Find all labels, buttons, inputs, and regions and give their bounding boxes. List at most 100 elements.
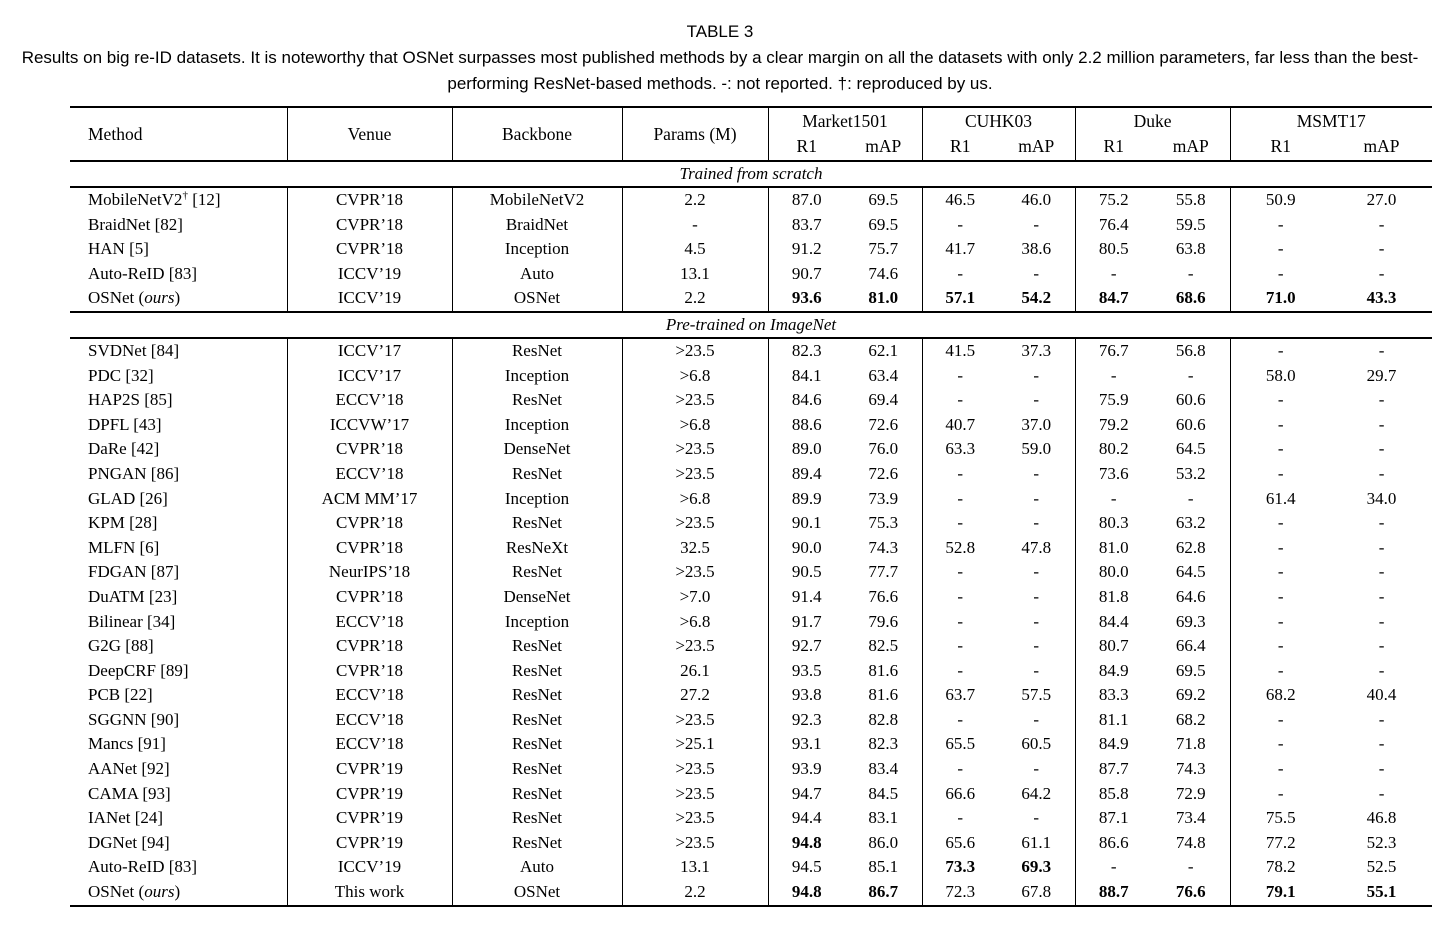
method-cell: HAN [5]	[88, 239, 149, 259]
params-cell: 2.2	[621, 286, 768, 312]
metric-cell: -	[1378, 586, 1385, 606]
params-cell: >23.5	[621, 634, 768, 659]
metric-cell: -	[1378, 562, 1385, 582]
metric-cell: -	[1033, 214, 1040, 234]
venue-cell: ECCV’18	[286, 732, 452, 758]
venue-cell: ACM MM’17	[286, 486, 452, 512]
metric-cell: -	[1229, 609, 1332, 635]
backbone-cell: Inception	[451, 237, 622, 262]
table-row: Bilinear [34] ECCV’18 Inception >6.8 91.7 79.…	[70, 609, 1432, 635]
metric-cell: 64.6	[1175, 586, 1206, 606]
metric-cell: 93.1	[767, 732, 845, 758]
column-header-venue: Venue	[286, 107, 452, 161]
metric-cell: -	[1229, 757, 1332, 782]
metric-cell: -	[921, 363, 999, 389]
section-row-pre-trained-on-imagenet: Pre-trained on ImageNet	[70, 310, 1433, 339]
metric-cell: -	[1378, 439, 1385, 459]
table-row: SVDNet [84] ICCV’17 ResNet >23.5 82.3 62.1 41.…	[70, 337, 1432, 364]
metric-cell: 83.3	[1074, 683, 1153, 708]
metric-cell: 90.7	[767, 261, 845, 287]
metric-cell: 72.9	[1175, 783, 1206, 803]
backbone-cell: ResNet	[451, 560, 622, 585]
metric-cell: 41.5	[921, 337, 999, 364]
params-cell: >6.8	[621, 486, 768, 512]
metric-cell: -	[1229, 461, 1332, 487]
metric-cell: 72.6	[868, 463, 899, 483]
metric-cell: -	[1378, 463, 1385, 483]
metric-cell: 83.4	[868, 759, 899, 779]
metric-cell: -	[1033, 488, 1040, 508]
backbone-cell: ResNet	[451, 830, 622, 856]
metric-cell: 29.7	[1366, 365, 1397, 385]
metric-cell: 50.9	[1229, 187, 1332, 213]
params-cell: >23.5	[621, 437, 768, 462]
metric-cell: 52.8	[921, 535, 999, 561]
backbone-cell: Inception	[451, 609, 622, 635]
backbone-cell: ResNet	[451, 337, 622, 364]
venue-cell: ICCV’17	[286, 363, 452, 389]
metric-cell: 84.7	[1074, 286, 1153, 312]
metric-cell: 74.8	[1175, 832, 1206, 852]
metric-cell: 79.2	[1074, 412, 1153, 438]
metric-cell: 64.5	[1175, 562, 1206, 582]
metric-cell: 46.8	[1366, 808, 1397, 828]
metric-cell: 73.6	[1074, 461, 1153, 487]
metric-cell: 81.6	[868, 685, 899, 705]
metric-cell: 60.6	[1175, 390, 1206, 410]
column-header-backbone: Backbone	[451, 107, 622, 161]
table-row: SGGNN [90] ECCV’18 ResNet >23.5 92.3 82.8 - - 81…	[70, 707, 1432, 733]
params-cell: 32.5	[621, 535, 768, 561]
params-cell: 2.2	[621, 187, 768, 213]
method-cell: PNGAN [86]	[88, 463, 180, 483]
table-row: PCB [22] ECCV’18 ResNet 27.2 93.8 81.6 63.7 57.…	[70, 683, 1432, 708]
table-row: HAN [5] CVPR’18 Inception 4.5 91.2 75.7 41.7 38…	[70, 237, 1432, 262]
table-row: HAP2S [85] ECCV’18 ResNet >23.5 84.6 69.4 - - 75…	[70, 388, 1432, 413]
metric-cell: 84.6	[767, 388, 845, 413]
metric-cell: -	[1187, 263, 1194, 283]
metric-cell: -	[1033, 759, 1040, 779]
metric-cell: 63.8	[1175, 239, 1206, 259]
method-cell: Auto-ReID [83]	[88, 857, 198, 877]
backbone-cell: ResNet	[451, 732, 622, 758]
metric-cell: 63.7	[921, 683, 999, 708]
subcolumn-header-msmt17-r1: R1	[1229, 135, 1332, 161]
subcolumn-header-duke-r1: R1	[1074, 135, 1153, 161]
metric-cell: 87.7	[1074, 757, 1153, 782]
metric-cell: 94.8	[767, 830, 845, 856]
subcolumn-header-duke-map: mAP	[1172, 136, 1209, 156]
metric-cell: -	[1378, 390, 1385, 410]
group-header-market1501: Market1501	[767, 107, 923, 135]
table-row: CAMA [93] CVPR’19 ResNet >23.5 94.7 84.5 66.6 6…	[70, 781, 1432, 807]
venue-cell: CVPR’18	[286, 187, 452, 213]
metric-cell: -	[1229, 237, 1332, 262]
metric-cell: -	[1229, 412, 1332, 438]
metric-cell: 80.3	[1074, 511, 1153, 536]
metric-cell: -	[1378, 709, 1385, 729]
method-cell: MLFN [6]	[88, 537, 160, 557]
metric-cell: 43.3	[1366, 288, 1397, 308]
method-cell: Auto-ReID [83]	[88, 263, 198, 283]
metric-cell: 76.4	[1074, 212, 1153, 238]
method-cell: DaRe [42]	[88, 439, 160, 459]
backbone-cell: Inception	[451, 486, 622, 512]
table-row: DGNet [94] CVPR’19 ResNet >23.5 94.8 86.0 65.6…	[70, 830, 1432, 856]
metric-cell: -	[921, 560, 999, 585]
venue-cell: CVPR’19	[286, 806, 452, 831]
metric-cell: 68.2	[1175, 709, 1206, 729]
metric-cell: 73.3	[921, 855, 999, 881]
metric-cell: -	[1033, 636, 1040, 656]
metric-cell: 80.0	[1074, 560, 1153, 585]
metric-cell: 77.7	[868, 562, 899, 582]
backbone-cell: OSNet	[451, 286, 622, 312]
subcolumn-header-msmt17-map: mAP	[1363, 136, 1400, 156]
params-cell: >7.0	[621, 584, 768, 610]
group-header-cuhk03: CUHK03	[921, 107, 1076, 135]
venue-cell: ECCV’18	[286, 388, 452, 413]
metric-cell: 75.3	[868, 513, 899, 533]
metric-cell: -	[1033, 660, 1040, 680]
method-cell: BraidNet [82]	[88, 214, 183, 234]
backbone-cell: DenseNet	[451, 437, 622, 462]
metric-cell: -	[921, 461, 999, 487]
metric-cell: 61.1	[1021, 832, 1052, 852]
metric-cell: 69.4	[868, 390, 899, 410]
